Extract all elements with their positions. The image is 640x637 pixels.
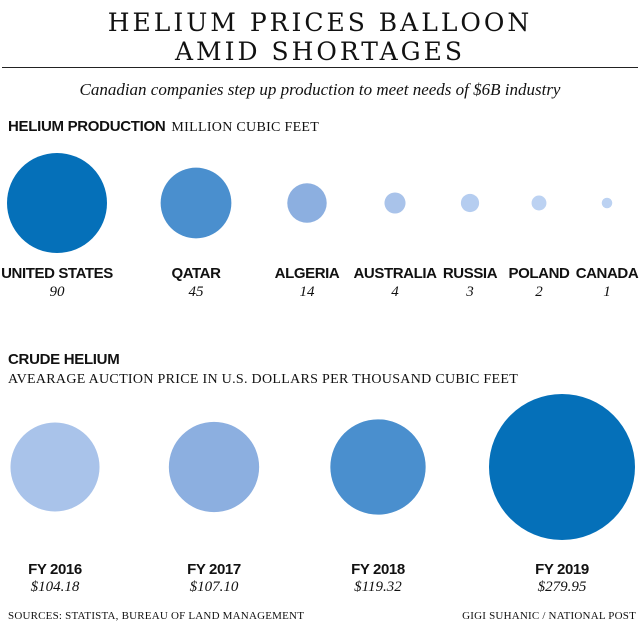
- price-value-fy-2018: $119.32: [354, 579, 402, 595]
- production-label-poland: POLAND: [509, 265, 571, 282]
- chart-subtitle: Canadian companies step up production to…: [79, 80, 561, 99]
- production-bubble-russia: [460, 193, 480, 213]
- price-bubble-fy-2016: [10, 422, 100, 512]
- price-bubble-fy-2019: [489, 394, 635, 540]
- price-value-fy-2017: $107.10: [190, 579, 239, 595]
- price-bubble-fy-2018: [330, 419, 426, 515]
- production-bubble-algeria: [287, 183, 327, 223]
- top-rule: [2, 67, 638, 68]
- chart-title: HELIUM PRICES BALLOON AMID SHORTAGES: [0, 8, 640, 66]
- production-value-australia: 4: [391, 284, 399, 300]
- price-label-fy-2016: FY 2016: [28, 561, 82, 578]
- price-title: CRUDE HELIUM: [8, 351, 120, 368]
- production-unit: MILLION CUBIC FEET: [171, 120, 320, 135]
- price-label-fy-2019: FY 2019: [535, 561, 589, 578]
- price-label-fy-2018: FY 2018: [351, 561, 405, 578]
- price-value-fy-2019: $279.95: [538, 579, 587, 595]
- production-value-qatar: 45: [189, 284, 205, 300]
- production-value-poland: 2: [535, 284, 543, 300]
- price-label-fy-2017: FY 2017: [187, 561, 241, 578]
- production-label-russia: RUSSIA: [443, 265, 498, 282]
- production-bubble-australia: [384, 192, 406, 214]
- production-label-qatar: QATAR: [171, 265, 221, 282]
- sources-note: SOURCES: STATISTA, BUREAU OF LAND MANAGE…: [8, 610, 305, 622]
- production-value-united-states: 90: [50, 284, 66, 300]
- production-label-algeria: ALGERIA: [275, 265, 340, 282]
- price-header: CRUDE HELIUM: [8, 351, 120, 369]
- production-value-algeria: 14: [300, 284, 316, 300]
- production-label-australia: AUSTRALIA: [353, 265, 437, 282]
- production-bubble-poland: [531, 195, 547, 211]
- production-bubble-canada: [601, 197, 613, 209]
- production-title: HELIUM PRODUCTION: [8, 118, 166, 135]
- title-line-1: HELIUM PRICES BALLOON: [107, 8, 533, 37]
- production-header: HELIUM PRODUCTION MILLION CUBIC FEET: [8, 118, 319, 136]
- production-bubble-qatar: [160, 167, 232, 239]
- title-line-2: AMID SHORTAGES: [174, 37, 466, 66]
- production-bubble-united-states: [7, 153, 107, 253]
- price-unit: AVEARAGE AUCTION PRICE IN U.S. DOLLARS P…: [8, 372, 519, 387]
- production-label-canada: CANADA: [576, 265, 639, 282]
- price-bubble-fy-2017: [168, 421, 260, 513]
- production-value-canada: 1: [603, 284, 611, 300]
- production-value-russia: 3: [465, 284, 474, 300]
- price-value-fy-2016: $104.18: [31, 579, 80, 595]
- credit-note: GIGI SUHANIC / NATIONAL POST: [462, 610, 636, 622]
- production-label-united-states: UNITED STATES: [1, 265, 113, 282]
